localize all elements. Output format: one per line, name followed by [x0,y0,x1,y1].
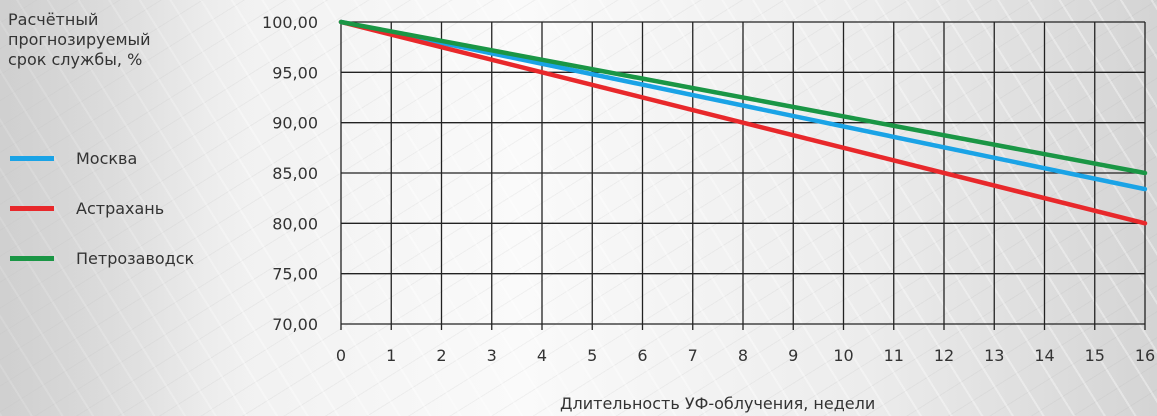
x-tick-label: 10 [833,346,853,365]
legend-label-astrakhan: Астрахань [76,198,165,218]
x-tick-label: 11 [884,346,904,365]
y-tick-label: 80,00 [272,214,318,233]
x-tick-label: 0 [336,346,346,365]
legend-item-astrakhan: Астрахань [10,197,164,219]
series-line-0 [338,19,1148,192]
legend-label-moscow: Москва [76,148,138,168]
x-tick-label: 6 [637,346,647,365]
y-tick-label: 70,00 [272,315,318,334]
x-tick-label: 16 [1135,346,1155,365]
x-tick-label: 12 [934,346,954,365]
x-tick-label: 1 [386,346,396,365]
legend-swatch-astrakhan [10,205,54,211]
y-tick-label: 90,00 [272,114,318,133]
legend-item-petrozavodsk: Петрозаводск [10,247,194,269]
legend-label-petrozavodsk: Петрозаводск [76,248,195,268]
x-tick-label: 5 [587,346,597,365]
x-tick-label: 9 [788,346,798,365]
x-axis-title: Длительность УФ-облучения, недели [560,394,876,413]
x-tick-label: 7 [688,346,698,365]
legend-swatch-petrozavodsk [10,255,54,261]
x-tick-label: 15 [1085,346,1105,365]
legend-item-moscow: Москва [10,147,137,169]
legend-swatch-moscow [10,155,54,161]
y-tick-label: 100,00 [262,13,318,32]
series-line-2 [338,19,1148,176]
x-tick-label: 8 [738,346,748,365]
y-tick-label: 95,00 [272,63,318,82]
y-tick-label: 75,00 [272,265,318,284]
x-tick-label: 2 [436,346,446,365]
x-tick-label: 4 [537,346,547,365]
x-tick-label: 14 [1034,346,1054,365]
series-line-1 [338,19,1148,226]
x-tick-label: 3 [487,346,497,365]
x-tick-label: 13 [984,346,1004,365]
y-tick-label: 85,00 [272,164,318,183]
y-axis-title: Расчётный прогнозируемый срок службы, % [8,10,151,69]
